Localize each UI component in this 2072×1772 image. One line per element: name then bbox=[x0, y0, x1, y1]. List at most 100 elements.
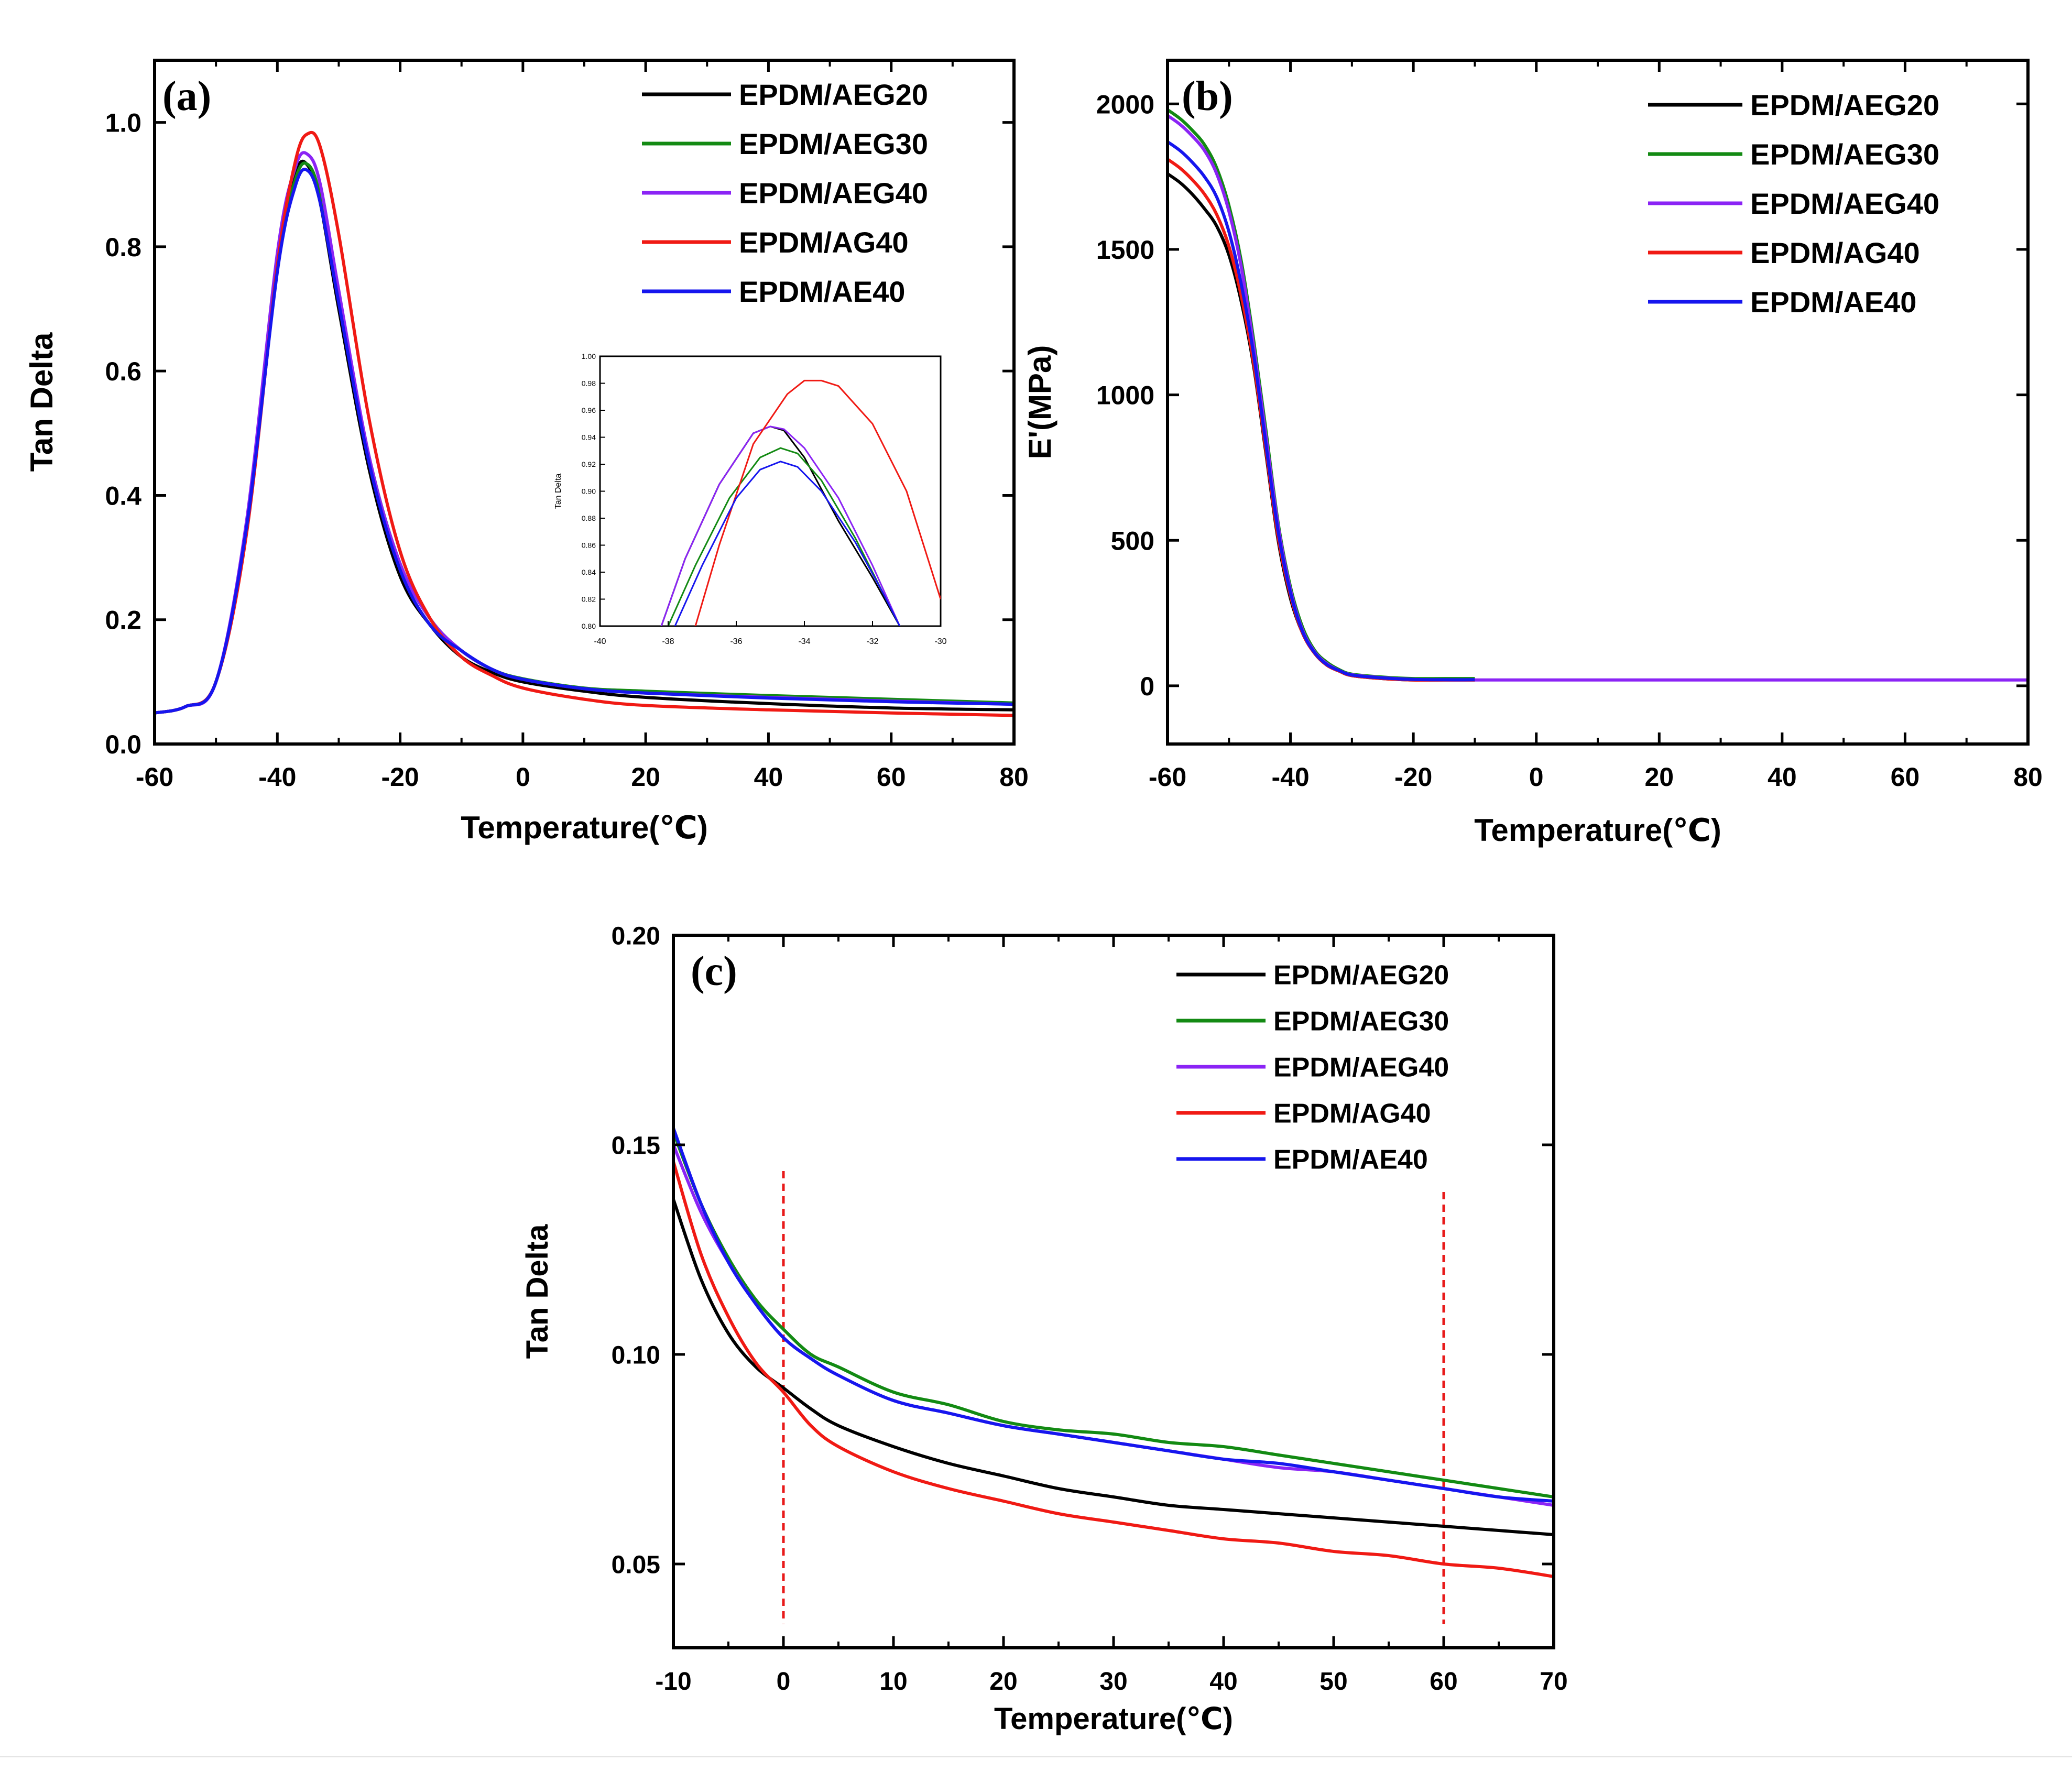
x-tick-label: 60 bbox=[1891, 762, 1920, 792]
panel-a: -60 -40 -20 0 20 40 60 80 0.0 0.2 0.4 0.6 0.8 1.0 Temp… bbox=[24, 59, 1029, 845]
y-tick-label: 0.15 bbox=[612, 1132, 660, 1160]
x-tick-label: 20 bbox=[631, 762, 660, 792]
x-tick-label: 50 bbox=[1319, 1668, 1347, 1696]
series-line bbox=[673, 1199, 1554, 1536]
x-tick-label: -20 bbox=[381, 762, 419, 792]
x-tick-label: 0 bbox=[1529, 762, 1544, 792]
legend-label: EPDM/AE40 bbox=[1273, 1145, 1428, 1175]
x-axis-title: Temperature(℃) bbox=[994, 1702, 1233, 1736]
inset-y-tick-label: 1.00 bbox=[582, 352, 596, 360]
x-axis-title: Temperature(℃) bbox=[1474, 813, 1721, 848]
y-tick-label: 0.10 bbox=[612, 1341, 660, 1369]
y-axis-title: Tan Delta bbox=[24, 332, 59, 472]
y-tick-label: 0 bbox=[1140, 672, 1154, 701]
legend-label: EPDM/AG40 bbox=[1750, 236, 1920, 269]
series-line bbox=[1168, 108, 1475, 681]
x-tick-label: 0 bbox=[777, 1668, 791, 1696]
x-tick-label: 10 bbox=[879, 1668, 907, 1696]
inset-series-line bbox=[667, 447, 901, 626]
x-tick-label: 70 bbox=[1540, 1668, 1567, 1696]
y-tick-label: 500 bbox=[1111, 526, 1154, 555]
inset-x-tick-label: -32 bbox=[866, 637, 878, 646]
y-tick-label: 0.05 bbox=[612, 1551, 660, 1579]
inset-y-tick-label: 0.90 bbox=[582, 487, 596, 496]
y-tick-label: 2000 bbox=[1096, 90, 1154, 119]
series-line bbox=[673, 1131, 1554, 1498]
legend-label: EPDM/AEG40 bbox=[1273, 1053, 1449, 1083]
series-line bbox=[1168, 140, 1475, 682]
inset-x-tick-label: -34 bbox=[798, 637, 810, 646]
x-tick-label: 80 bbox=[2013, 762, 2043, 792]
y-axis-title: Tan Delta bbox=[520, 1224, 554, 1359]
x-tick-label: -20 bbox=[1394, 762, 1432, 792]
series-line bbox=[1168, 158, 1475, 682]
legend-label: EPDM/AEG30 bbox=[739, 127, 928, 160]
y-tick-label: 1.0 bbox=[105, 108, 141, 138]
legend-label: EPDM/AEG40 bbox=[739, 177, 928, 210]
x-tick-label: 40 bbox=[754, 762, 783, 792]
inset-series-line bbox=[660, 425, 901, 626]
inset-y-tick-label: 0.86 bbox=[582, 541, 596, 550]
y-tick-label: 0.2 bbox=[105, 606, 141, 635]
x-axis-title: Temperature(℃) bbox=[461, 810, 708, 845]
x-tick-label: 20 bbox=[989, 1668, 1017, 1696]
legend: EPDM/AEG20 EPDM/AEG30 EPDM/AEG40 EPDM/AG40 E… bbox=[1648, 89, 1939, 319]
y-tick-label: 0.4 bbox=[105, 481, 141, 510]
inset-y-tick-label: 0.80 bbox=[582, 622, 596, 630]
x-tick-label: 40 bbox=[1209, 1668, 1237, 1696]
x-tick-label: -40 bbox=[258, 762, 296, 792]
x-tick-label: 80 bbox=[999, 762, 1029, 792]
legend-label: EPDM/AEG40 bbox=[1750, 187, 1939, 220]
inset-frame bbox=[599, 355, 942, 627]
y-axis-title: E'(MPa) bbox=[1022, 345, 1057, 460]
panel-label: (c) bbox=[691, 948, 737, 994]
legend-label: EPDM/AEG20 bbox=[1273, 960, 1449, 991]
series-line bbox=[673, 1127, 1554, 1503]
x-tick-label: -40 bbox=[1271, 762, 1309, 792]
x-tick-label: -60 bbox=[1149, 762, 1186, 792]
x-tick-label: 60 bbox=[877, 762, 906, 792]
inset-y-tick-label: 0.84 bbox=[582, 568, 596, 576]
axes-frame bbox=[672, 934, 1555, 1649]
inset-y-tick-label: 0.98 bbox=[582, 379, 596, 388]
panel-label: (a) bbox=[162, 73, 211, 119]
legend: EPDM/AEG20 EPDM/AEG30 EPDM/AEG40 EPDM/AG40 E… bbox=[1176, 960, 1449, 1175]
legend-label: EPDM/AEG20 bbox=[739, 78, 928, 111]
inset-y-tick-label: 0.92 bbox=[582, 460, 596, 468]
inset-x-tick-label: -30 bbox=[934, 637, 946, 646]
series-line bbox=[155, 168, 1014, 715]
legend-label: EPDM/AE40 bbox=[1750, 286, 1916, 319]
y-tick-label: 0.8 bbox=[105, 233, 141, 262]
y-tick-label: 0.6 bbox=[105, 357, 141, 386]
legend-label: EPDM/AG40 bbox=[1273, 1099, 1431, 1129]
x-tick-label: 30 bbox=[1099, 1668, 1127, 1696]
inset-y-tick-label: 0.82 bbox=[582, 595, 596, 604]
panel-b: -60 -40 -20 0 20 40 60 80 0 500 1000 1500 2000 Temper… bbox=[1022, 59, 2043, 848]
legend-label: EPDM/AE40 bbox=[739, 275, 905, 308]
x-tick-label: 60 bbox=[1430, 1668, 1457, 1696]
inset-x-tick-label: -38 bbox=[662, 637, 674, 646]
inset-y-tick-label: 0.88 bbox=[582, 514, 596, 522]
inset-y-axis-title: Tan Delta bbox=[554, 474, 563, 509]
legend-label: EPDM/AEG30 bbox=[1273, 1007, 1449, 1037]
y-tick-label: 0.0 bbox=[105, 730, 141, 759]
panel-c: -10 0 10 20 30 40 50 60 70 0.05 0.10 0.15 0.20 Temper… bbox=[520, 922, 1568, 1736]
inset-x-tick-label: -40 bbox=[594, 637, 606, 646]
x-tick-label: -10 bbox=[655, 1668, 691, 1696]
series-line bbox=[1168, 172, 1475, 682]
y-tick-label: 0.20 bbox=[612, 922, 660, 950]
y-tick-label: 1000 bbox=[1096, 381, 1154, 410]
series-line bbox=[673, 1144, 1554, 1507]
legend: EPDM/AEG20 EPDM/AEG30 EPDM/AEG40 EPDM/AG40 E… bbox=[642, 78, 928, 308]
x-tick-label: 40 bbox=[1768, 762, 1797, 792]
x-tick-label: 0 bbox=[516, 762, 530, 792]
legend-label: EPDM/AEG20 bbox=[1750, 89, 1939, 122]
page-divider bbox=[0, 1756, 2072, 1757]
x-tick-label: -60 bbox=[136, 762, 173, 792]
inset-series-line bbox=[694, 379, 941, 626]
inset-series-line bbox=[674, 461, 901, 626]
legend-label: EPDM/AG40 bbox=[739, 226, 909, 259]
legend-label: EPDM/AEG30 bbox=[1750, 138, 1939, 171]
panel-label: (b) bbox=[1182, 73, 1233, 119]
x-tick-label: 20 bbox=[1644, 762, 1674, 792]
